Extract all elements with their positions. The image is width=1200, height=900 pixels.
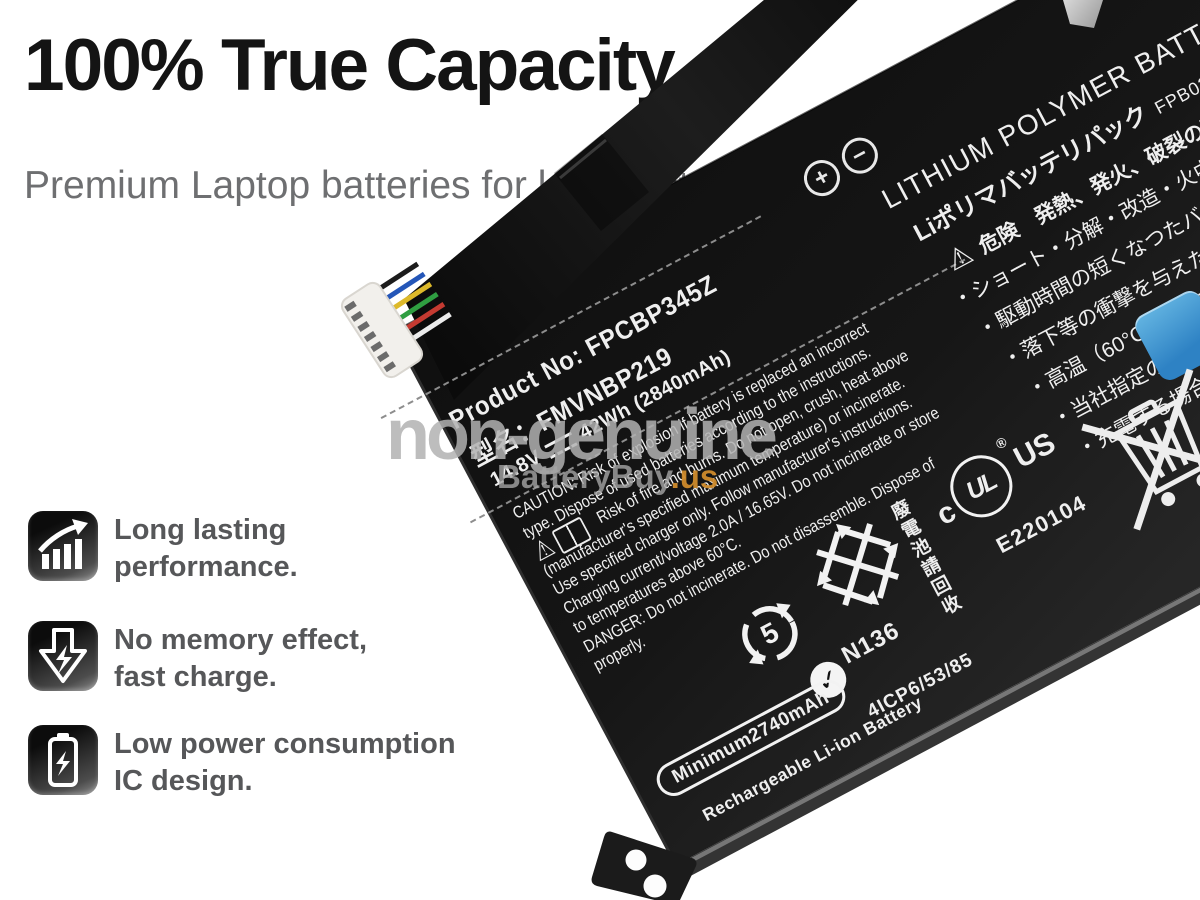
- page-title: 100% True Capacity: [24, 25, 676, 106]
- wire-green: [395, 291, 439, 323]
- battery-cable: [404, 0, 858, 400]
- feature-text: Long lasting performance.: [114, 514, 298, 583]
- wire-white: [408, 312, 452, 343]
- fast-charge-arrow-icon: [28, 621, 98, 691]
- screw-hole: [643, 874, 667, 898]
- feature-text: Low power consumption IC design.: [114, 728, 456, 797]
- mounting-bracket: [591, 831, 697, 900]
- connector: [340, 261, 452, 379]
- screw-hole: [625, 849, 647, 871]
- battery-bottom-edge: [676, 586, 1200, 880]
- watermark-brand: BatteryBuy.us: [497, 458, 719, 495]
- wire-blue: [382, 271, 426, 303]
- wire-yellow: [389, 281, 433, 313]
- feature-low-power: Low power consumption IC design.: [28, 725, 456, 800]
- taiwan-recycling-icon: [795, 502, 919, 626]
- recycle-5-icon: 5: [727, 591, 814, 678]
- watermark-text: non-genuine: [386, 395, 778, 475]
- feature-text: No memory effect, fast charge.: [114, 624, 368, 693]
- feature-long-lasting: Long lasting performance.: [28, 511, 298, 586]
- wire-red: [402, 302, 446, 333]
- feature-fast-charge: No memory effect, fast charge.: [28, 621, 367, 696]
- battery-bolt-icon: [28, 725, 98, 795]
- growth-chart-icon: [28, 511, 98, 581]
- weee-crossed-bin-icon: [1057, 329, 1200, 545]
- metal-tab: [1063, 0, 1103, 28]
